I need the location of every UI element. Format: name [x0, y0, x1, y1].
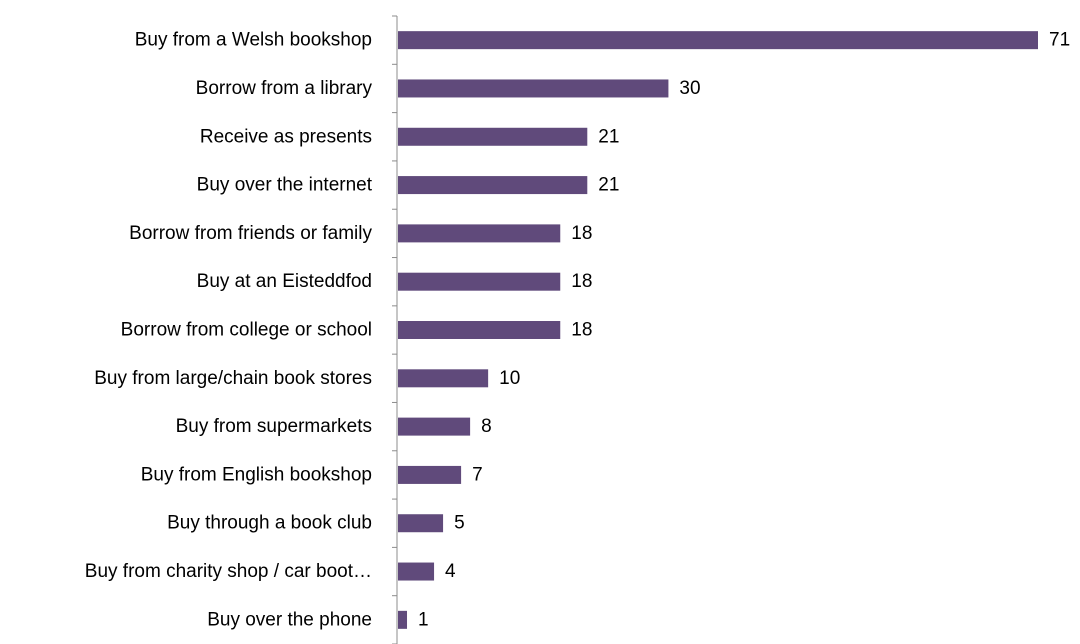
bar	[398, 224, 561, 243]
bar	[398, 562, 435, 581]
bar	[398, 272, 561, 291]
category-labels: Buy from a Welsh bookshop Borrow from a l…	[85, 30, 373, 631]
category-label: Borrow from a library	[196, 78, 373, 99]
category-label: Buy over the phone	[207, 609, 372, 630]
bar	[398, 610, 408, 629]
category-label: Buy at an Eisteddfod	[197, 271, 372, 292]
data-label: 18	[571, 320, 592, 341]
category-label: Buy from a Welsh bookshop	[135, 30, 372, 51]
bar	[398, 369, 489, 388]
bars-layer	[398, 31, 1038, 629]
data-label: 71	[1049, 30, 1070, 51]
bar	[398, 79, 669, 98]
bar	[398, 321, 561, 339]
category-label: Buy from large/chain book stores	[94, 368, 372, 389]
bar	[398, 127, 588, 146]
bar	[398, 514, 444, 533]
data-label: 21	[598, 126, 619, 147]
category-label: Receive as presents	[200, 126, 372, 147]
data-label: 8	[481, 416, 492, 437]
data-label: 30	[679, 78, 700, 99]
bar	[398, 417, 471, 436]
category-label: Buy through a book club	[167, 513, 372, 534]
category-label: Borrow from college or school	[121, 320, 372, 341]
data-label: 21	[598, 175, 619, 196]
category-label: Buy from English bookshop	[141, 464, 372, 485]
category-label: Borrow from friends or family	[129, 223, 372, 244]
bar	[398, 176, 588, 195]
bar	[398, 31, 1038, 50]
data-label: 18	[571, 271, 592, 292]
value-labels: 71 30 21 21 18 18 18 10 8 7 5 4 1	[418, 30, 1070, 631]
data-label: 10	[499, 368, 520, 389]
bar	[398, 465, 462, 484]
data-label: 18	[571, 223, 592, 244]
category-label: Buy from charity shop / car boot…	[85, 561, 372, 582]
axis-layer	[392, 15, 398, 644]
data-label: 7	[472, 464, 483, 485]
data-label: 5	[454, 513, 465, 534]
data-label: 4	[445, 561, 456, 582]
data-label: 1	[418, 609, 429, 630]
category-label: Buy from supermarkets	[176, 416, 372, 437]
category-label: Buy over the internet	[197, 175, 373, 196]
